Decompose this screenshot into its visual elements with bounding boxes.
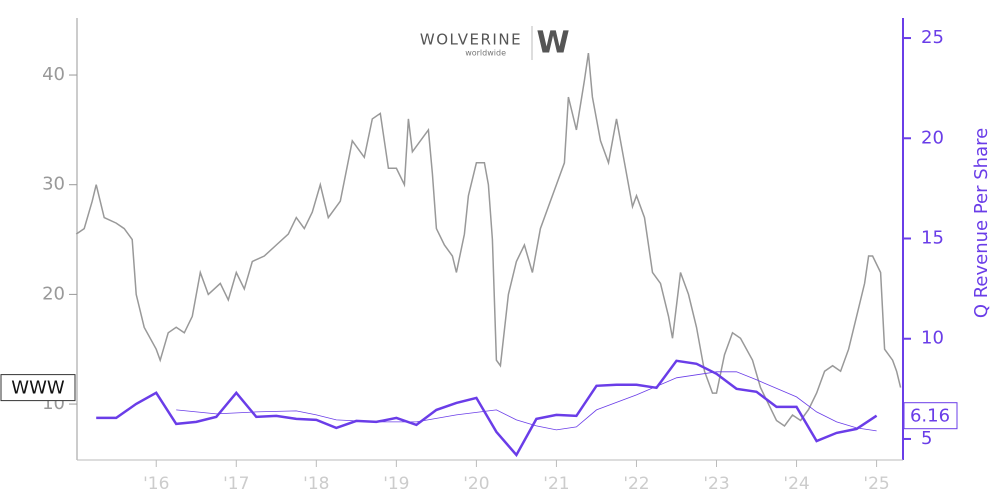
y2-tick-label: 10 bbox=[921, 328, 944, 349]
x-tick-label: '23 bbox=[703, 474, 729, 494]
last-value-label: 6.16 bbox=[910, 406, 950, 427]
logo-mark: W bbox=[536, 26, 569, 61]
series-line bbox=[176, 371, 877, 432]
y-tick-label: 20 bbox=[42, 283, 65, 304]
x-tick-label: '18 bbox=[303, 474, 329, 494]
y-tick-label: 30 bbox=[42, 174, 65, 195]
y2-tick-label: 20 bbox=[921, 127, 944, 148]
series-name-label: WWW bbox=[11, 378, 65, 399]
y2-tick-label: 5 bbox=[921, 428, 932, 449]
x-tick-label: '22 bbox=[623, 474, 649, 494]
x-tick-label: '21 bbox=[543, 474, 569, 494]
logo-name: WOLVERINE bbox=[420, 31, 522, 49]
x-tick-label: '16 bbox=[143, 474, 169, 494]
series-name-box bbox=[0, 374, 76, 402]
y2-tick-label: 25 bbox=[921, 27, 944, 48]
x-tick-label: '24 bbox=[783, 474, 809, 494]
series-line bbox=[96, 359, 878, 458]
series-line bbox=[75, 52, 902, 428]
x-tick-label: '20 bbox=[463, 474, 489, 494]
x-tick-label: '17 bbox=[223, 474, 249, 494]
y2-tick-label: 15 bbox=[921, 227, 944, 248]
last-value-box bbox=[903, 402, 958, 430]
x-tick-label: '25 bbox=[863, 474, 889, 494]
y-tick-label: 40 bbox=[42, 64, 65, 85]
logo-tagline: worldwide bbox=[465, 49, 506, 58]
y2-axis-label: Q Revenue Per Share bbox=[971, 128, 992, 318]
x-tick-label: '19 bbox=[383, 474, 409, 494]
